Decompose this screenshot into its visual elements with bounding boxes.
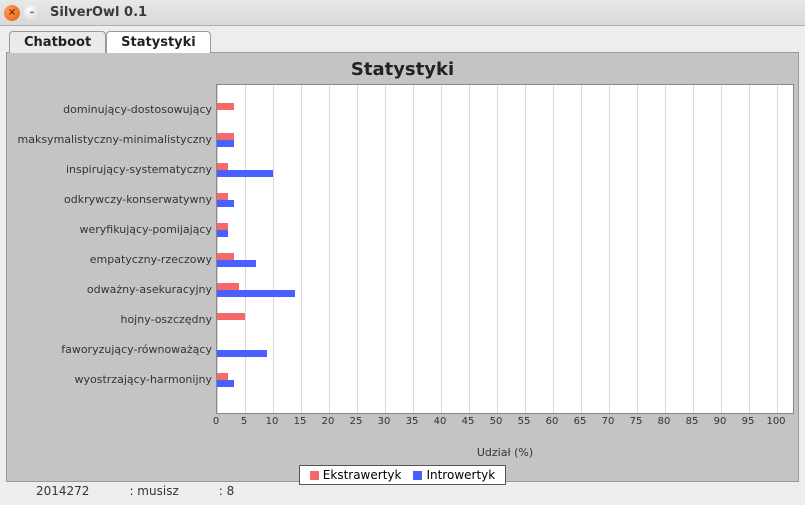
status-b: : musisz: [129, 484, 178, 498]
category-label: empatyczny-rzeczowy: [90, 244, 212, 274]
x-tick: 65: [574, 416, 587, 427]
bar: [217, 163, 228, 170]
category-label: dominujący-dostosowujący: [63, 94, 212, 124]
category-label: inspirujący-systematyczny: [66, 154, 212, 184]
status-a: 2014272: [36, 484, 89, 498]
bar: [217, 253, 234, 260]
bar: [217, 380, 234, 387]
bar: [217, 223, 228, 230]
close-icon[interactable]: ×: [4, 5, 20, 21]
x-tick: 95: [742, 416, 755, 427]
x-tick: 70: [602, 416, 615, 427]
legend-item-2: Introwertyk: [413, 468, 495, 482]
x-tick: 50: [490, 416, 503, 427]
x-tick: 10: [266, 416, 279, 427]
x-tick: 25: [350, 416, 363, 427]
x-tick: 35: [406, 416, 419, 427]
bar: [217, 350, 267, 357]
legend-label-2: Introwertyk: [426, 468, 495, 482]
category-label: maksymalistyczny-minimalistyczny: [18, 124, 213, 154]
x-tick: 55: [518, 416, 531, 427]
bar: [217, 133, 234, 140]
x-tick: 100: [766, 416, 785, 427]
legend-box: Ekstrawertyk Introwertyk: [299, 465, 506, 485]
bar: [217, 140, 234, 147]
tab-statystyki[interactable]: Statystyki: [106, 31, 211, 53]
x-tick: 30: [378, 416, 391, 427]
chart-y-labels: dominujący-dostosowującymaksymalistyczny…: [11, 84, 216, 394]
x-tick: 20: [322, 416, 335, 427]
legend-label-1: Ekstrawertyk: [323, 468, 402, 482]
bar: [217, 200, 234, 207]
chart-title: Statystyki: [11, 57, 794, 84]
window-titlebar: × – SilverOwl 0.1: [0, 0, 805, 26]
x-tick: 85: [686, 416, 699, 427]
x-tick: 80: [658, 416, 671, 427]
minimize-icon[interactable]: –: [24, 5, 40, 21]
legend-swatch-2: [413, 471, 422, 480]
category-label: odkrywczy-konserwatywny: [64, 184, 212, 214]
category-label: wyostrzający-harmonijny: [75, 364, 213, 394]
x-tick: 40: [434, 416, 447, 427]
x-tick: 0: [213, 416, 219, 427]
x-tick: 60: [546, 416, 559, 427]
x-tick: 90: [714, 416, 727, 427]
chart-x-ticks: 0510152025303540455055606570758085909510…: [216, 414, 776, 428]
window-title: SilverOwl 0.1: [50, 5, 147, 20]
legend-swatch-1: [310, 471, 319, 480]
category-label: odważny-asekuracyjny: [87, 274, 212, 304]
window-body: Chatboot Statystyki Statystyki dominując…: [0, 26, 805, 498]
bar: [217, 290, 295, 297]
chart-x-label: Udział (%): [216, 446, 794, 459]
category-label: faworyzujący-równoważący: [61, 334, 212, 364]
category-label: weryfikujący-pomijający: [80, 214, 213, 244]
category-label: hojny-oszczędny: [120, 304, 212, 334]
bar: [217, 103, 234, 110]
bar: [217, 260, 256, 267]
bar: [217, 230, 228, 237]
tab-chatboot[interactable]: Chatboot: [9, 31, 106, 53]
x-tick: 75: [630, 416, 643, 427]
bar: [217, 313, 245, 320]
bar: [217, 283, 239, 290]
bar: [217, 373, 228, 380]
x-tick: 15: [294, 416, 307, 427]
status-c: : 8: [219, 484, 235, 498]
x-tick: 5: [241, 416, 247, 427]
bar: [217, 193, 228, 200]
legend-item-1: Ekstrawertyk: [310, 468, 402, 482]
bar: [217, 170, 273, 177]
stats-panel: Statystyki dominujący-dostosowującymaksy…: [6, 52, 799, 482]
x-tick: 45: [462, 416, 475, 427]
chart-plot-area: [216, 84, 794, 414]
tab-bar: Chatboot Statystyki: [9, 30, 799, 52]
